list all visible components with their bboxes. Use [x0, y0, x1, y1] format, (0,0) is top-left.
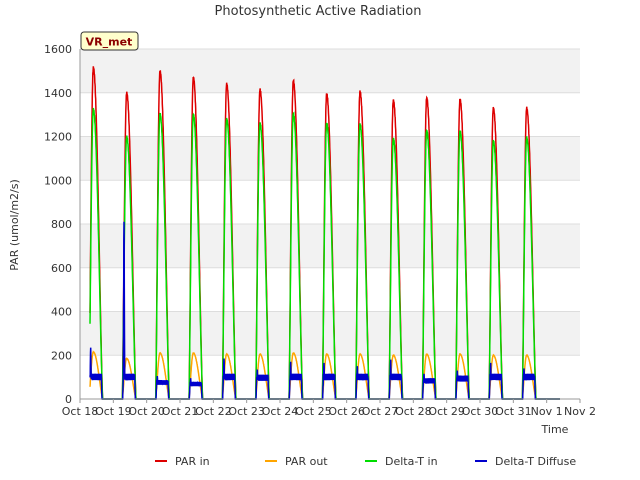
y-tick-label: 800 [51, 218, 72, 231]
grid-band [80, 49, 580, 93]
x-tick-label: Oct 29 [428, 405, 465, 418]
legend-label: PAR in [175, 455, 210, 468]
x-tick-label: Oct 26 [328, 405, 365, 418]
x-tick-label: Nov 2 [564, 405, 596, 418]
y-tick-label: 1400 [44, 87, 72, 100]
x-tick-label: Oct 27 [362, 405, 399, 418]
x-tick-label: Oct 20 [128, 405, 165, 418]
chart-title: Photosynthetic Active Radiation [215, 4, 422, 19]
site-badge-box [80, 31, 139, 51]
y-tick-label: 0 [65, 393, 72, 406]
axes [79, 49, 581, 403]
y-tick-label: 1000 [44, 174, 72, 187]
y-tick-label: 400 [51, 306, 72, 319]
x-tick-label: Oct 24 [262, 405, 299, 418]
y-tick-label: 1200 [44, 131, 72, 144]
y-tick-label: 1600 [44, 43, 72, 56]
x-tick-label: Oct 19 [95, 405, 132, 418]
site-badge: VR_met [80, 31, 139, 51]
x-tick-label: Nov 1 [531, 405, 563, 418]
legend: PAR in PAR out Delta-T in Delta-T Diffuse [155, 455, 576, 468]
x-tick-label: Oct 25 [295, 405, 332, 418]
x-tick-label: Oct 23 [228, 405, 265, 418]
x-tick-label: Oct 22 [195, 405, 232, 418]
grid-band [80, 224, 580, 268]
x-tick-label: Oct 18 [62, 405, 99, 418]
legend-label: PAR out [285, 455, 328, 468]
y-tick-label: 200 [51, 349, 72, 362]
site-badge-label: VR_met [86, 36, 133, 49]
x-tick-label: Oct 30 [462, 405, 499, 418]
x-axis-label: Time [541, 423, 569, 436]
grid-band [80, 311, 580, 356]
legend-label: Delta-T in [385, 455, 438, 468]
x-tick-label: Oct 21 [162, 405, 199, 418]
x-tick-label: Oct 28 [395, 405, 432, 418]
y-axis-label: PAR (umol/m2/s) [8, 179, 21, 271]
x-tick-label: Oct 31 [495, 405, 532, 418]
legend-label: Delta-T Diffuse [495, 455, 576, 468]
y-tick-label: 600 [51, 262, 72, 275]
